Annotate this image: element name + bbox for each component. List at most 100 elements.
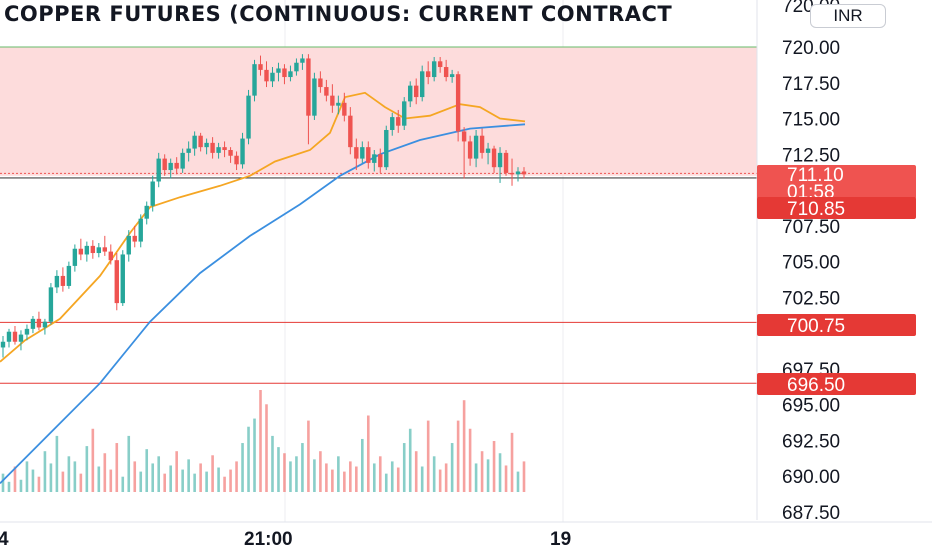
candle-body — [396, 117, 401, 126]
volume-bar — [456, 420, 460, 492]
candle-body — [360, 147, 365, 159]
candle-body — [198, 135, 203, 148]
volume-bar — [121, 476, 125, 492]
candle-body — [378, 154, 383, 168]
candle-body — [366, 147, 371, 163]
candle-body — [102, 247, 108, 252]
volume-bar — [372, 463, 376, 492]
candle-body — [312, 78, 317, 116]
candle-body — [204, 142, 209, 148]
price-tick: 712.50 — [782, 145, 840, 166]
support-tag-2[interactable]: 700.75 — [757, 314, 916, 337]
support-tag-1-label: 710.85 — [787, 199, 845, 220]
candle-body — [443, 67, 449, 78]
candle-body — [120, 254, 125, 304]
volume-bar — [444, 463, 448, 492]
candle-body — [306, 58, 311, 116]
candle-body — [318, 78, 323, 88]
price-tick: 705.00 — [782, 253, 840, 274]
moving-averages — [0, 91, 526, 485]
volume-bar — [163, 473, 166, 492]
volume-bar — [31, 469, 35, 492]
volume-bar — [438, 469, 442, 492]
volume-bar — [79, 473, 83, 492]
price-tick: 717.50 — [782, 74, 840, 95]
candle-body — [168, 162, 173, 171]
volume-bar — [486, 459, 490, 492]
support-tag-3[interactable]: 696.50 — [757, 373, 916, 396]
volume-bar — [253, 418, 256, 492]
volume-bar — [85, 446, 89, 492]
volume-bar — [199, 463, 202, 492]
candle-body — [402, 101, 407, 126]
time-label-mid: 21:00 — [244, 529, 293, 550]
price-tick: 715.00 — [782, 110, 840, 131]
candle-body — [138, 218, 143, 242]
candle-body — [144, 205, 149, 219]
candle-body — [258, 64, 263, 70]
candle-body — [384, 129, 389, 168]
volume-bar — [139, 471, 143, 492]
support-tag-1[interactable]: 710.85 — [757, 197, 916, 220]
candle-body — [162, 158, 167, 171]
volume-bar — [67, 456, 71, 492]
volume-bar — [235, 461, 238, 492]
volume-bar — [325, 463, 328, 492]
volume-bar — [91, 428, 95, 492]
candle-body — [390, 117, 395, 130]
candle-body — [216, 147, 221, 153]
candle-body — [467, 141, 473, 159]
volume-bar — [241, 443, 244, 492]
volume-bar — [25, 461, 29, 492]
candle-body — [264, 69, 269, 82]
volume-bar — [522, 461, 526, 492]
candle-body — [72, 248, 78, 266]
last-price-tag-bg — [757, 165, 916, 199]
volume-bar — [343, 471, 346, 492]
candle-body — [479, 135, 485, 153]
candle-body — [431, 61, 437, 78]
time-label-day: 19 — [550, 529, 571, 550]
volume-bar — [319, 451, 322, 492]
candle-body — [419, 71, 425, 98]
support-tag-1-bg — [757, 197, 916, 219]
volume-bar — [366, 415, 370, 492]
candle-body — [282, 68, 287, 78]
candle-body — [372, 154, 377, 163]
volume-bar — [157, 456, 161, 492]
price-tick: 687.50 — [782, 503, 840, 524]
candle-body — [414, 85, 419, 98]
volume-bar — [510, 432, 514, 492]
candle-body — [348, 115, 353, 148]
volume-bar — [462, 400, 466, 492]
candle-body — [408, 85, 413, 102]
volume-bar — [223, 476, 226, 492]
candle-body — [228, 150, 233, 156]
candle-body — [186, 148, 191, 153]
candle-body — [60, 275, 66, 286]
chart-title: COPPER FUTURES (CONTINUOUS: CURRENT CONT… — [4, 2, 673, 26]
candle-body — [294, 62, 299, 72]
volume-bar — [73, 461, 77, 492]
currency-button[interactable]: INR — [810, 4, 886, 28]
volume-bar — [295, 456, 298, 492]
volume-bar — [408, 428, 412, 492]
candle-body — [234, 155, 239, 165]
candle-body — [342, 102, 347, 116]
volume-bar — [349, 461, 352, 492]
price-tick: 695.00 — [782, 396, 840, 417]
volume-bar — [420, 466, 424, 492]
candle-body — [252, 64, 257, 96]
volume-bar — [97, 466, 101, 492]
volume-bar — [474, 463, 478, 492]
volume-bar — [193, 473, 196, 492]
candle-body — [78, 248, 84, 255]
moving-average-slow — [0, 123, 526, 485]
volume-bar — [43, 451, 47, 492]
volume-bar — [283, 453, 286, 492]
candle-body — [96, 247, 102, 254]
volume-bar — [145, 449, 149, 492]
volume-bar — [378, 456, 382, 492]
volume-bar — [337, 456, 340, 492]
